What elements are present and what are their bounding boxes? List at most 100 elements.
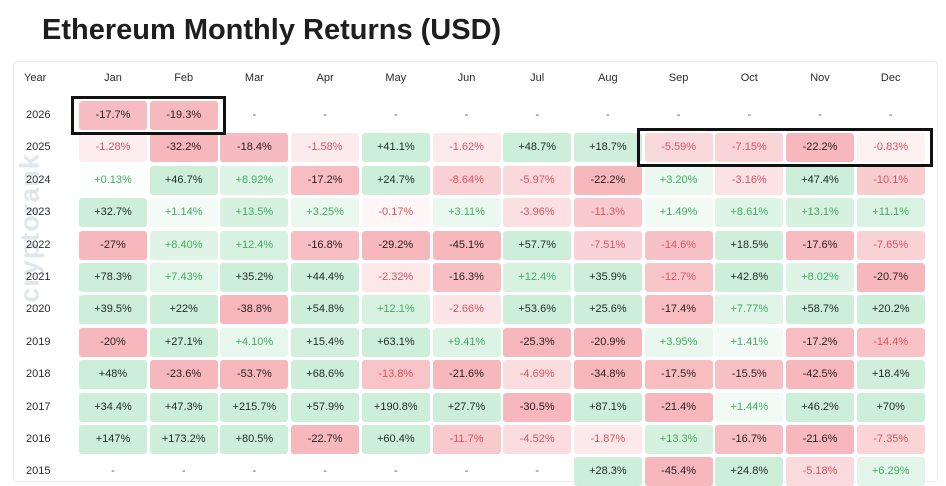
return-cell-2023-apr: +3.25% (291, 198, 360, 228)
return-cell-2016-jan: +147% (79, 425, 147, 454)
month-header-jan: Jan (104, 72, 122, 84)
return-cell-2023-feb: +1.14% (149, 198, 218, 228)
return-cell-2018-feb: -23.6% (149, 360, 218, 390)
return-cell-2026-jan: -17.7% (79, 101, 147, 130)
return-cell-2026-nov: - (818, 109, 822, 121)
return-cell-2016-aug: -1.87% (573, 425, 642, 454)
return-cell-2020-jan: +39.5% (79, 295, 147, 325)
return-cell-2026-mar: - (252, 109, 257, 121)
return-cell-2015-jun: - (464, 465, 469, 478)
return-cell-2023-jan: +32.7% (79, 198, 147, 228)
return-cell-2021-jun: -16.3% (432, 263, 501, 292)
year-label-2018: 2018 (26, 368, 51, 381)
return-cell-2020-oct: +7.77% (715, 295, 784, 325)
return-cell-2015-apr: - (323, 465, 327, 478)
year-label-2023: 2023 (26, 206, 51, 219)
return-cell-2018-apr: +68.6% (291, 360, 360, 390)
return-cell-2016-dec: -7.35% (856, 425, 925, 454)
return-cell-2017-dec: +70% (856, 392, 925, 422)
month-header-jun: Jun (457, 72, 476, 84)
return-cell-2022-mar: +12.4% (220, 230, 289, 260)
return-cell-2016-may: +60.4% (361, 425, 430, 454)
return-cell-2015-mar: - (252, 465, 257, 478)
return-cell-2018-aug: -34.8% (573, 360, 642, 390)
return-cell-2015-jan: - (111, 465, 115, 478)
year-label-2017: 2017 (26, 400, 51, 413)
return-cell-2016-oct: -16.7% (715, 425, 784, 454)
return-cell-2019-aug: -20.9% (573, 327, 642, 357)
return-cell-2026-jun: - (464, 109, 469, 121)
return-cell-2025-mar: -18.4% (220, 133, 289, 163)
return-cell-2015-may: - (393, 465, 398, 478)
return-cell-2025-aug: +18.7% (573, 133, 642, 163)
return-cell-2017-jul: -30.5% (503, 392, 572, 422)
return-cell-2022-dec: -7.65% (856, 230, 925, 260)
month-header-dec: Dec (880, 72, 901, 84)
return-cell-2020-mar: -38.8% (220, 295, 289, 325)
year-label-2015: 2015 (26, 465, 51, 478)
return-cell-2026-dec: - (888, 109, 893, 121)
return-cell-2020-feb: +22% (149, 295, 218, 325)
return-cell-2023-aug: -11.3% (573, 198, 642, 228)
return-cell-2021-jan: +78.3% (79, 263, 147, 292)
month-header-oct: Oct (740, 72, 758, 84)
return-cell-2023-oct: +8.61% (715, 198, 784, 228)
return-cell-2017-jun: +27.7% (432, 392, 501, 422)
return-cell-2025-jun: -1.62% (432, 133, 501, 163)
year-label-2021: 2021 (26, 271, 51, 283)
return-cell-2019-apr: +15.4% (291, 327, 360, 357)
return-cell-2024-nov: +47.4% (786, 165, 854, 195)
return-cell-2017-oct: +1.44% (715, 392, 784, 422)
year-label-2024: 2024 (26, 173, 51, 186)
return-cell-2026-sep: - (676, 109, 681, 121)
return-cell-2018-dec: +18.4% (856, 360, 925, 390)
return-cell-2022-apr: -16.8% (291, 230, 360, 260)
return-cell-2022-oct: +18.5% (715, 230, 784, 260)
return-cell-2026-jul: - (535, 109, 540, 121)
return-cell-2025-jul: +48.7% (503, 133, 572, 163)
return-cell-2021-aug: +35.9% (573, 263, 642, 292)
return-cell-2026-may: - (393, 109, 398, 121)
return-cell-2024-mar: +8.92% (220, 165, 289, 195)
return-cell-2024-apr: -17.2% (291, 165, 360, 195)
return-cell-2024-aug: -22.2% (573, 165, 642, 195)
return-cell-2023-jun: +3.11% (432, 198, 501, 228)
return-cell-2019-oct: +1.41% (715, 327, 784, 357)
return-cell-2018-jan: +48% (79, 360, 147, 390)
year-label-2022: 2022 (26, 238, 51, 251)
return-cell-2022-jul: +57.7% (503, 230, 572, 260)
return-cell-2021-mar: +35.2% (220, 263, 289, 292)
return-cell-2015-nov: -5.18% (786, 457, 854, 486)
return-cell-2020-aug: +25.6% (573, 295, 642, 325)
return-cell-2016-feb: +173.2% (149, 425, 218, 454)
year-column-header: Year (24, 72, 47, 84)
month-header-feb: Feb (174, 72, 194, 84)
return-cell-2025-dec: -0.83% (856, 133, 925, 163)
return-cell-2018-sep: -17.5% (644, 360, 713, 390)
return-cell-2021-apr: +44.4% (291, 263, 360, 292)
return-cell-2024-may: +24.7% (361, 165, 430, 195)
return-cell-2017-aug: +87.1% (573, 392, 642, 422)
return-cell-2025-feb: -32.2% (149, 133, 218, 163)
return-cell-2019-may: +63.1% (361, 327, 430, 357)
return-cell-2021-feb: +7.43% (149, 263, 218, 292)
return-cell-2020-apr: +54.8% (291, 295, 360, 325)
return-cell-2015-aug: +28.3% (573, 457, 642, 486)
return-cell-2026-oct: - (747, 109, 752, 121)
return-cell-2015-oct: +24.8% (715, 457, 784, 486)
return-cell-2025-jan: -1.28% (79, 133, 147, 163)
return-cell-2023-dec: +11.1% (856, 198, 925, 228)
month-header-may: May (385, 72, 407, 84)
return-cell-2022-jun: -45.1% (432, 230, 501, 260)
return-cell-2018-mar: -53.7% (220, 360, 289, 390)
return-cell-2026-feb: -19.3% (149, 101, 218, 130)
year-label-2016: 2016 (26, 433, 51, 445)
year-label-2019: 2019 (26, 335, 51, 348)
return-cell-2024-jan: +0.13% (79, 165, 147, 195)
return-cell-2017-feb: +47.3% (149, 392, 218, 422)
year-label-2026: 2026 (26, 109, 51, 121)
return-cell-2019-jan: -20% (79, 327, 147, 357)
month-header-jul: Jul (530, 72, 545, 84)
month-header-mar: Mar (244, 72, 264, 84)
return-cell-2019-jul: -25.3% (503, 327, 572, 357)
